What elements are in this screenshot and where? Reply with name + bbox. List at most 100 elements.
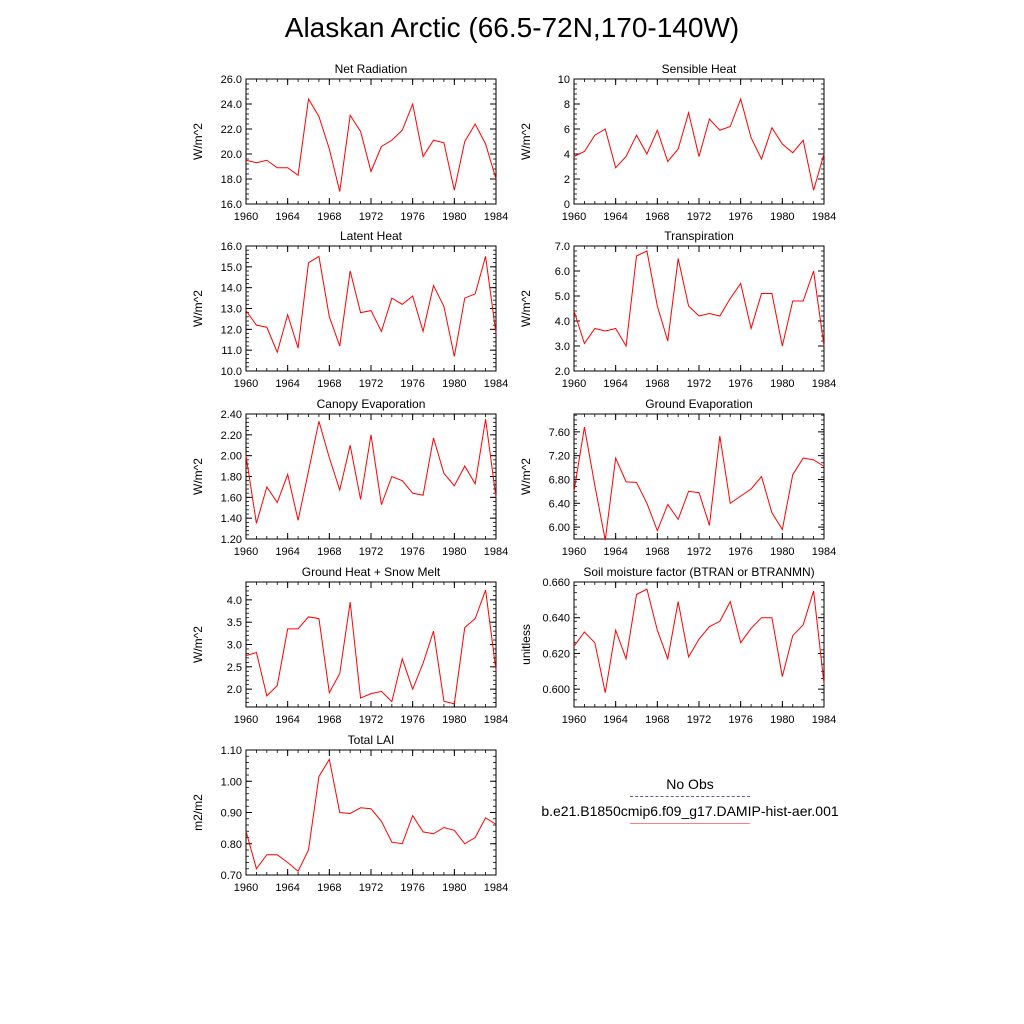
- chart-panel: Canopy Evaporation W/m^2 1960 1964 1968 1972 1…: [191, 397, 508, 558]
- x-tick-label: 1972: [687, 714, 711, 726]
- y-tick-label: 16.0: [221, 199, 242, 211]
- plot-frame: [573, 413, 825, 540]
- y-tick-label: 1.20: [221, 534, 242, 546]
- chart-panel: Latent Heat W/m^2 1960 1964 1968 1972 1976 1980…: [191, 229, 508, 390]
- x-tick-label: 1984: [812, 714, 836, 726]
- x-tick-label: 1968: [317, 546, 341, 558]
- x-tick-label: 1984: [484, 378, 508, 390]
- x-tick-label: 1964: [275, 211, 299, 223]
- y-tick-label: 3.0: [555, 341, 570, 353]
- x-tick-label: 1968: [645, 378, 669, 390]
- panel-title: Ground Heat + Snow Melt: [302, 565, 441, 579]
- x-tick-label: 1960: [562, 546, 586, 558]
- chart-panel: Total LAI m2/m2 1960 1964 1968 1972 1976 1980 19…: [191, 733, 508, 894]
- y-tick-label: 22.0: [221, 124, 242, 136]
- x-tick-label: 1964: [275, 714, 299, 726]
- x-tick-label: 1984: [484, 714, 508, 726]
- x-tick-label: 1980: [770, 714, 794, 726]
- y-axis-label: W/m^2: [191, 626, 205, 663]
- legend-model-line: [630, 823, 750, 824]
- plot-frame: [573, 245, 825, 372]
- y-tick-label: 0.620: [542, 648, 570, 660]
- panel-title: Canopy Evaporation: [317, 397, 426, 411]
- y-tick-label: 2.20: [221, 430, 242, 442]
- x-tick-label: 1984: [812, 378, 836, 390]
- y-tick-label: 2.0: [227, 684, 242, 696]
- chart-panel: Transpiration W/m^2 1960 1964 1968 1972 1976 19…: [519, 229, 836, 390]
- y-tick-label: 12.0: [221, 324, 242, 336]
- y-tick-label: 5.0: [555, 291, 570, 303]
- y-tick-label: 0.600: [542, 684, 570, 696]
- x-tick-label: 1976: [400, 714, 424, 726]
- y-tick-label: 1.40: [221, 513, 242, 525]
- y-axis-label: W/m^2: [191, 123, 205, 160]
- panel-title: Soil moisture factor (BTRAN or BTRANMN): [583, 565, 814, 579]
- x-tick-label: 1968: [645, 546, 669, 558]
- y-tick-label: 26.0: [221, 74, 242, 86]
- x-tick-label: 1968: [317, 882, 341, 894]
- x-tick-label: 1960: [234, 882, 258, 894]
- chart-panel: Ground Heat + Snow Melt W/m^2 1960 1964 1968…: [191, 565, 508, 726]
- chart-panel: Sensible Heat W/m^2 1960 1964 1968 1972 1976 19…: [519, 62, 836, 223]
- x-tick-label: 1960: [562, 378, 586, 390]
- y-tick-label: 2.5: [227, 662, 242, 674]
- y-tick-label: 0.90: [221, 808, 242, 820]
- y-tick-label: 16.0: [221, 241, 242, 253]
- y-tick-label: 1.60: [221, 492, 242, 504]
- y-tick-label: 3.0: [227, 640, 242, 652]
- plot-frame: [573, 78, 825, 205]
- x-tick-label: 1968: [645, 211, 669, 223]
- y-tick-label: 4.0: [555, 316, 570, 328]
- x-tick-label: 1976: [728, 211, 752, 223]
- chart-panel: Ground Evaporation W/m^2 1960 1964 1968 1972 1…: [519, 397, 836, 558]
- series-line: [573, 427, 825, 541]
- y-axis-label: m2/m2: [191, 794, 205, 831]
- y-tick-label: 10.0: [221, 366, 242, 378]
- y-tick-label: 0.70: [221, 870, 242, 882]
- y-tick-label: 24.0: [221, 99, 242, 111]
- y-axis-label: unitless: [519, 624, 533, 665]
- y-axis-label: W/m^2: [519, 458, 533, 495]
- legend-obs-label: No Obs: [666, 776, 714, 792]
- legend-model-label: b.e21.B1850cmip6.f09_g17.DAMIP-hist-aer.…: [541, 803, 839, 819]
- x-tick-label: 1976: [728, 546, 752, 558]
- series-line: [245, 97, 497, 192]
- x-tick-label: 1968: [317, 211, 341, 223]
- legend-obs-line: [630, 796, 750, 797]
- x-tick-label: 1960: [234, 546, 258, 558]
- x-tick-label: 1976: [400, 546, 424, 558]
- x-tick-label: 1964: [275, 882, 299, 894]
- x-tick-label: 1976: [728, 378, 752, 390]
- x-tick-label: 1980: [442, 882, 466, 894]
- plot-frame: [245, 749, 497, 876]
- y-tick-label: 2: [564, 174, 570, 186]
- series-line: [573, 97, 825, 191]
- x-tick-label: 1976: [728, 714, 752, 726]
- x-tick-label: 1972: [687, 378, 711, 390]
- y-tick-label: 6.40: [549, 498, 570, 510]
- x-tick-label: 1960: [562, 714, 586, 726]
- y-axis-label: W/m^2: [519, 290, 533, 327]
- y-tick-label: 0.640: [542, 613, 570, 625]
- y-tick-label: 0.80: [221, 839, 242, 851]
- x-tick-label: 1972: [359, 714, 383, 726]
- y-tick-label: 6.80: [549, 474, 570, 486]
- x-tick-label: 1960: [562, 211, 586, 223]
- x-tick-label: 1972: [359, 882, 383, 894]
- y-tick-label: 8: [564, 99, 570, 111]
- y-tick-label: 2.40: [221, 409, 242, 421]
- y-tick-label: 7.60: [549, 427, 570, 439]
- panel-title: Sensible Heat: [662, 62, 737, 76]
- series-line: [573, 250, 825, 348]
- x-tick-label: 1968: [317, 378, 341, 390]
- x-tick-label: 1972: [359, 546, 383, 558]
- x-tick-label: 1972: [359, 378, 383, 390]
- page-title: Alaskan Arctic (66.5-72N,170-140W): [284, 12, 740, 43]
- series-line: [245, 758, 497, 873]
- x-tick-label: 1964: [603, 378, 627, 390]
- y-tick-label: 2.0: [555, 366, 570, 378]
- x-tick-label: 1980: [442, 378, 466, 390]
- x-tick-label: 1968: [645, 714, 669, 726]
- series-line: [573, 588, 825, 693]
